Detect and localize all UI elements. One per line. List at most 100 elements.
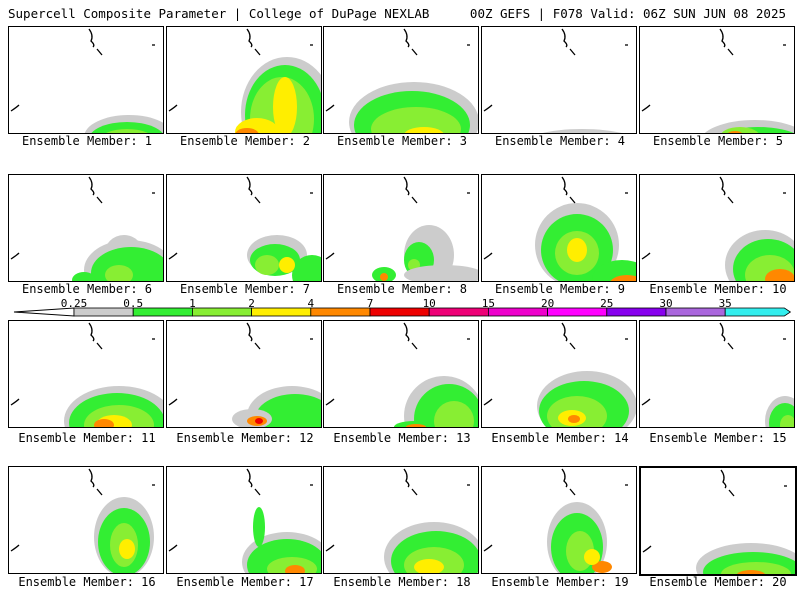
colorbar-segment xyxy=(547,307,608,317)
coastline xyxy=(10,252,20,260)
scp-contour-area xyxy=(235,128,259,133)
ensemble-member-map[interactable] xyxy=(323,466,479,574)
scp-contour-area xyxy=(255,255,279,275)
scp-contour-area xyxy=(404,127,444,133)
scp-contour-area xyxy=(94,419,114,427)
ensemble-member-label: Ensemble Member: 16 xyxy=(18,575,156,589)
ensemble-member-label: Ensemble Member: 19 xyxy=(491,575,629,589)
coastline xyxy=(411,342,418,350)
coastline xyxy=(483,544,493,552)
scp-contour-map xyxy=(483,176,636,281)
ensemble-member-label: Ensemble Member: 2 xyxy=(179,134,311,148)
coastline xyxy=(483,104,493,112)
scp-contour-area xyxy=(542,129,622,133)
coastline xyxy=(325,252,335,260)
ensemble-member-map[interactable] xyxy=(166,26,322,134)
coastline xyxy=(88,28,95,48)
coastline xyxy=(10,544,20,552)
coastline xyxy=(254,488,261,496)
ensemble-member-map[interactable] xyxy=(481,466,637,574)
coastline xyxy=(325,544,335,552)
ensemble-member-label: Ensemble Member: 12 xyxy=(176,431,314,445)
coastline xyxy=(727,196,734,204)
coastline xyxy=(168,104,178,112)
colorbar-segment xyxy=(251,307,312,317)
colorbar-segment xyxy=(487,307,548,317)
scp-contour-area xyxy=(568,415,580,423)
coastline xyxy=(168,398,178,406)
ensemble-member-map[interactable] xyxy=(481,320,637,428)
colorbar-tick-label: 15 xyxy=(481,297,496,310)
scp-contour-area xyxy=(404,265,478,281)
ensemble-member-map[interactable] xyxy=(166,466,322,574)
colorbar-tick-label: 2 xyxy=(248,297,255,310)
ensemble-member-label: Ensemble Member: 8 xyxy=(336,282,468,296)
scp-contour-map xyxy=(325,176,478,281)
coastline xyxy=(254,48,261,56)
ensemble-member-map[interactable] xyxy=(323,320,479,428)
scp-contour-area xyxy=(592,561,612,573)
colorbar-tick-label: 1 xyxy=(189,297,196,310)
valid-time: 00Z GEFS | F078 Valid: 06Z SUN JUN 08 20… xyxy=(469,6,786,21)
scp-contour-area xyxy=(567,238,587,262)
scp-contour-map xyxy=(641,322,794,427)
scp-contour-area xyxy=(765,269,794,281)
ensemble-member-label: Ensemble Member: 15 xyxy=(649,431,787,445)
colorbar-segment xyxy=(724,307,792,317)
ensemble-member-label: Ensemble Member: 13 xyxy=(333,431,471,445)
coastline xyxy=(10,104,20,112)
scp-contour-area xyxy=(253,507,265,547)
scp-contour-area xyxy=(584,549,600,565)
scp-contour-area xyxy=(721,562,791,574)
colorbar-segment xyxy=(665,307,726,317)
coastline xyxy=(728,489,735,497)
scp-contour-area xyxy=(279,257,295,273)
ensemble-member-label: Ensemble Member: 5 xyxy=(652,134,784,148)
coastline xyxy=(88,322,95,342)
coastline xyxy=(641,398,651,406)
coastline xyxy=(96,342,103,350)
scp-contour-map xyxy=(325,322,478,427)
scp-contour-map xyxy=(483,468,628,573)
scp-contour-area xyxy=(434,401,474,427)
ensemble-member-map[interactable] xyxy=(8,320,164,428)
coastline xyxy=(254,196,261,204)
ensemble-member-map[interactable] xyxy=(323,26,479,134)
coastline xyxy=(88,176,95,196)
ensemble-member-map[interactable] xyxy=(166,320,322,428)
colorbar-segment xyxy=(369,307,430,317)
ensemble-member-map[interactable] xyxy=(481,174,637,282)
scp-contour-area xyxy=(106,129,148,133)
ensemble-member-map[interactable] xyxy=(481,26,637,134)
ensemble-member-label: Ensemble Member: 3 xyxy=(336,134,468,148)
scp-contour-area xyxy=(72,272,96,281)
ensemble-member-map[interactable] xyxy=(639,466,797,576)
coastline xyxy=(325,398,335,406)
coastline xyxy=(403,468,410,488)
coastline xyxy=(561,468,568,488)
colorbar-tick-label: 30 xyxy=(659,297,673,310)
coastline xyxy=(642,545,652,553)
scp-contour-map xyxy=(168,176,321,281)
ensemble-member-map[interactable] xyxy=(639,174,795,282)
colorbar-tick-label: 7 xyxy=(366,297,374,310)
ensemble-member-map[interactable] xyxy=(639,26,795,134)
coastline xyxy=(411,48,418,56)
coastline xyxy=(641,104,651,112)
coastline xyxy=(96,196,103,204)
colorbar-tick-label: 35 xyxy=(718,297,732,310)
ensemble-member-map[interactable] xyxy=(8,26,164,134)
ensemble-member-map[interactable] xyxy=(166,174,322,282)
ensemble-member-map[interactable] xyxy=(323,174,479,282)
colorbar-segment xyxy=(310,307,371,317)
ensemble-member-map[interactable] xyxy=(8,174,164,282)
coastline xyxy=(246,28,253,48)
ensemble-member-label: Ensemble Member: 7 xyxy=(179,282,311,296)
coastline xyxy=(719,176,726,196)
scp-contour-area xyxy=(728,131,742,133)
ensemble-member-map[interactable] xyxy=(8,466,164,574)
ensemble-member-map[interactable] xyxy=(639,320,795,428)
scp-contour-area xyxy=(721,127,759,133)
scp-contour-area xyxy=(371,107,461,133)
scp-contour-map xyxy=(483,322,636,427)
